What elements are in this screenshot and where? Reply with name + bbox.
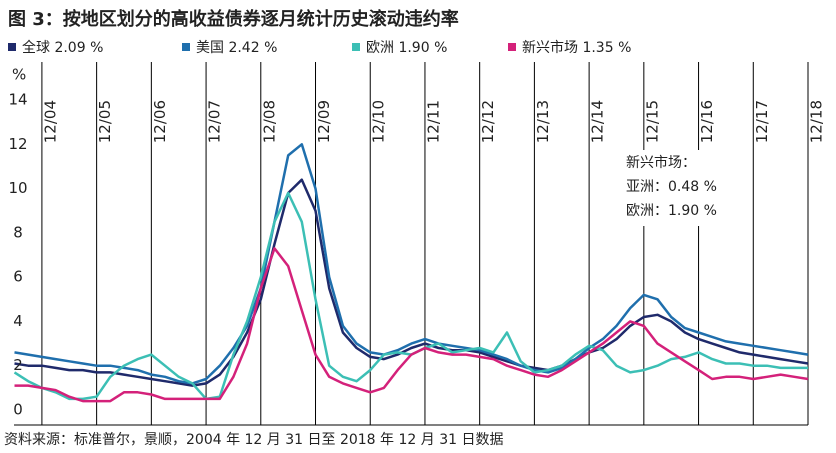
line-series <box>14 247 809 403</box>
annotation: 亚洲：0.48 % <box>626 179 717 195</box>
annotation: 新兴市场： <box>626 154 696 171</box>
line-series <box>14 178 809 387</box>
x-tick-label: 12/18 <box>808 100 826 143</box>
y-tick-label: 2 <box>13 356 23 374</box>
y-tick-label: 0 <box>13 401 23 419</box>
annotation: 欧洲：1.90 % <box>626 203 717 219</box>
x-tick-label: 12/13 <box>534 100 552 143</box>
legend-swatch <box>508 43 516 51</box>
x-tick-label: 12/11 <box>424 100 442 143</box>
x-tick-label: 12/10 <box>370 100 388 143</box>
y-axis-label: % <box>12 66 26 84</box>
x-tick-label: 12/15 <box>643 100 661 143</box>
y-tick-label: 8 <box>13 223 23 241</box>
grid <box>14 62 809 426</box>
y-tick-label: 12 <box>8 135 27 153</box>
annotation-bg <box>620 150 740 226</box>
legend-swatch <box>182 43 190 51</box>
y-tick-label: 4 <box>13 312 23 330</box>
y-tick-label: 14 <box>8 91 27 109</box>
x-tick-label: 12/17 <box>753 100 771 143</box>
x-tick-label: 12/09 <box>315 100 333 143</box>
x-tick-label: 12/07 <box>206 100 224 143</box>
chart-title: 图 3：按地区划分的高收益债券逐月统计历史滚动违约率 <box>8 8 459 30</box>
y-tick-label: 6 <box>13 268 23 286</box>
legend-label: 新兴市场 1.35 % <box>522 39 631 56</box>
line-series <box>14 143 809 385</box>
legend-label: 欧洲 1.90 % <box>366 40 447 56</box>
x-tick-label: 12/12 <box>479 100 497 143</box>
x-tick-label: 12/04 <box>41 100 59 143</box>
source: 资料来源：标准普尔，景顺，2004 年 12 月 31 日至 2018 年 12… <box>4 432 503 448</box>
x-tick-label: 12/14 <box>589 100 607 143</box>
x-tick-label: 12/05 <box>96 100 114 143</box>
legend-swatch <box>8 43 16 51</box>
legend-label: 全球 2.09 % <box>22 39 103 56</box>
legend-label: 美国 2.42 % <box>196 40 277 56</box>
plot <box>13 143 809 403</box>
x-tick-label: 12/16 <box>698 100 716 143</box>
x-tick-label: 12/08 <box>260 100 278 143</box>
x-tick-label: 12/06 <box>151 100 169 143</box>
y-tick-label: 10 <box>8 179 27 197</box>
legend-swatch <box>352 43 360 51</box>
